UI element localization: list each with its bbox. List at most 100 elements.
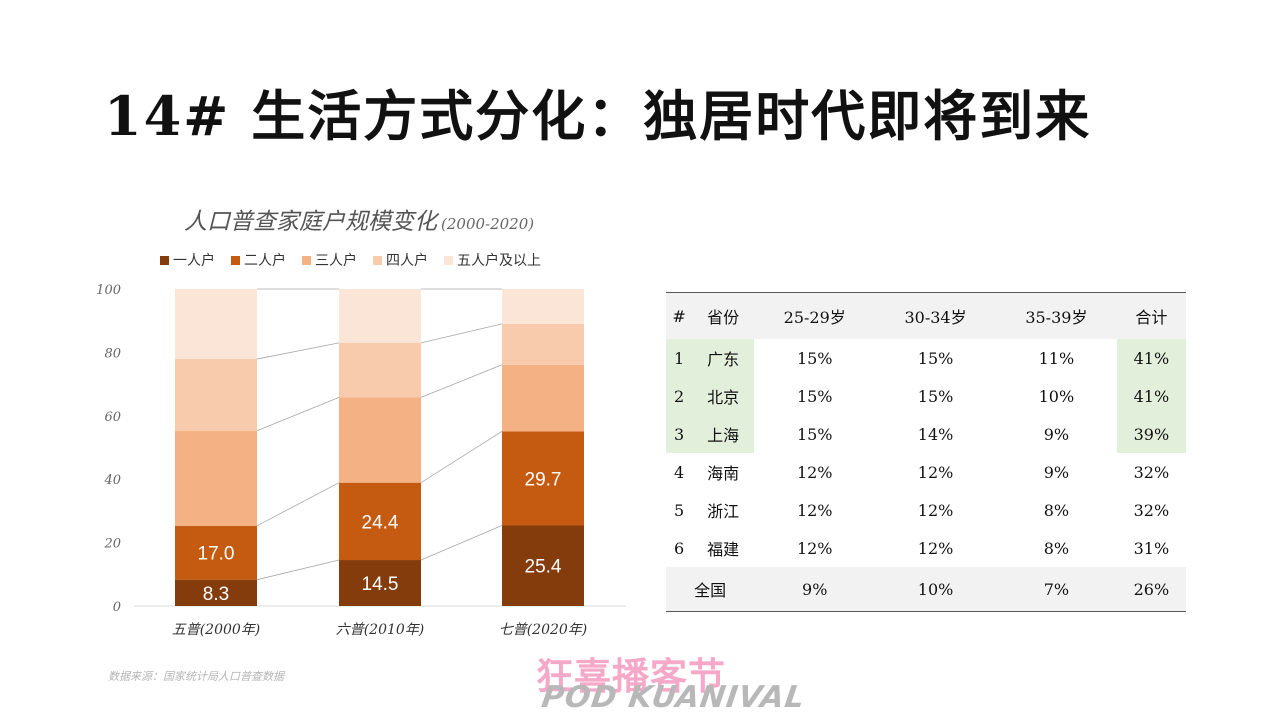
col-header-30-34: 30-34岁 <box>875 292 996 339</box>
bar-segment <box>502 323 584 365</box>
series-connector-line <box>256 482 340 527</box>
col-header-total: 合计 <box>1116 292 1186 339</box>
cell-35-39: 9% <box>1043 424 1070 444</box>
cell-35-39: 10% <box>1038 386 1075 406</box>
cell-total: 26% <box>1116 567 1186 612</box>
category-label: 七普(2020年) <box>499 622 588 638</box>
category-label: 五普(2000年) <box>172 622 261 638</box>
cell-35-39: 7% <box>995 567 1117 612</box>
cell-rank: 6 <box>673 538 685 558</box>
cell-30-34: 10% <box>875 567 996 612</box>
bar-segment <box>339 560 421 606</box>
series-connector-line <box>420 430 503 484</box>
legend-swatch <box>231 255 240 265</box>
cell-province: 浙江 <box>707 502 740 521</box>
province-single-rate-table: # 省份 25-29岁 30-34岁 35-39岁 合计 1 广东 15% 15% 11… <box>666 292 1186 612</box>
data-label: 29.7 <box>525 469 562 490</box>
legend-item: 一人户 <box>160 250 215 270</box>
table-row: 4 海南 12% 12% 9% 32% <box>666 453 1186 491</box>
table-row: 5 浙江 12% 12% 8% 32% <box>666 491 1186 529</box>
legend-label: 一人户 <box>173 253 215 269</box>
legend-swatch <box>302 255 311 265</box>
bar-segment <box>175 525 257 580</box>
chart-title-range: (2000-2020) <box>441 215 535 233</box>
data-label: 14.5 <box>362 574 399 595</box>
data-label: 24.4 <box>362 512 399 533</box>
cell-province: 北京 <box>692 377 755 415</box>
bar-segment <box>339 397 421 483</box>
cell-province: 福建 <box>707 540 740 559</box>
table-row: 3 上海 15% 14% 9% 39% <box>666 415 1186 453</box>
table-header-row: # 省份 25-29岁 30-34岁 35-39岁 合计 <box>666 292 1186 339</box>
bar-segment <box>502 364 584 432</box>
bar-segment <box>502 289 584 324</box>
legend-label: 二人户 <box>244 253 286 269</box>
cell-35-39: 8% <box>1043 500 1070 520</box>
series-connector-line <box>256 397 340 432</box>
bar-segment <box>175 430 257 526</box>
cell-25-29: 15% <box>796 424 833 444</box>
table-row: 2 北京 15% 15% 10% 41% <box>666 377 1186 415</box>
legend-swatch <box>444 255 453 265</box>
cell-total: 41% <box>1116 377 1186 415</box>
data-label: 25.4 <box>525 557 562 578</box>
bar-segment <box>502 525 584 606</box>
legend-item: 二人户 <box>231 250 286 270</box>
chart-title-text: 人口普查家庭户规模变化 <box>184 209 437 235</box>
y-tick-label: 100 <box>96 283 121 298</box>
col-header-35-39: 35-39岁 <box>995 292 1117 339</box>
logo-en-text: POD KUANIVAL <box>539 680 808 715</box>
col-header-province: 省份 <box>692 292 755 339</box>
cell-30-34: 15% <box>917 386 954 406</box>
series-connector-line <box>420 323 503 344</box>
cell-30-34: 15% <box>917 348 954 368</box>
legend-label: 五人户及以上 <box>457 253 541 269</box>
cell-25-29: 12% <box>796 500 833 520</box>
data-label: 17.0 <box>198 544 235 565</box>
cell-25-29: 15% <box>796 386 833 406</box>
col-header-rank: # <box>666 292 693 339</box>
cell-35-39: 9% <box>1043 462 1070 482</box>
bar-segment <box>175 579 257 606</box>
bar-segment <box>175 289 257 360</box>
cell-province: 上海 <box>692 415 755 453</box>
y-tick-label: 60 <box>104 410 121 425</box>
logo-cn-text: 狂喜播客节 <box>536 655 726 698</box>
source-note: 数据来源：国家统计局人口普查数据 <box>108 670 284 683</box>
legend-item: 三人户 <box>302 250 357 270</box>
legend-swatch <box>373 255 382 265</box>
col-header-25-29: 25-29岁 <box>754 292 876 339</box>
legend-item: 四人户 <box>373 250 428 270</box>
cell-rank: 2 <box>666 377 693 415</box>
cell-30-34: 12% <box>917 500 954 520</box>
bar-segment <box>339 482 421 561</box>
table-row: 1 广东 15% 15% 11% 41% <box>666 339 1186 377</box>
cell-rank: 3 <box>666 415 693 453</box>
series-connector-line <box>256 559 340 581</box>
cell-25-29: 12% <box>796 462 833 482</box>
chart-legend: 一人户 二人户 三人户 四人户 五人户及以上 <box>160 250 541 270</box>
series-connector-line <box>420 364 503 398</box>
podcast-festival-logo: 狂喜播客节 POD KUANIVAL <box>536 646 807 720</box>
legend-label: 三人户 <box>315 253 357 269</box>
cell-province: 海南 <box>707 464 740 483</box>
cell-rank: 1 <box>666 339 693 377</box>
cell-25-29: 15% <box>796 348 833 368</box>
y-tick-label: 20 <box>103 537 121 552</box>
cell-30-34: 12% <box>917 462 954 482</box>
cell-35-39: 11% <box>1038 348 1075 368</box>
bar-segment <box>502 431 584 526</box>
legend-label: 四人户 <box>386 253 428 269</box>
cell-total: 31% <box>1133 538 1170 558</box>
cell-total: 39% <box>1116 415 1186 453</box>
cell-total: 41% <box>1116 339 1186 377</box>
slide-title: 14# 生活方式分化：独居时代即将到来 <box>104 84 1092 148</box>
table-row: 6 福建 12% 12% 8% 31% <box>666 529 1186 567</box>
bar-segment <box>175 359 257 431</box>
cell-30-34: 14% <box>917 424 954 444</box>
cell-total: 32% <box>1133 500 1170 520</box>
category-label: 六普(2010年) <box>336 622 425 638</box>
bar-segment <box>339 289 421 343</box>
data-label: 8.3 <box>203 584 229 605</box>
